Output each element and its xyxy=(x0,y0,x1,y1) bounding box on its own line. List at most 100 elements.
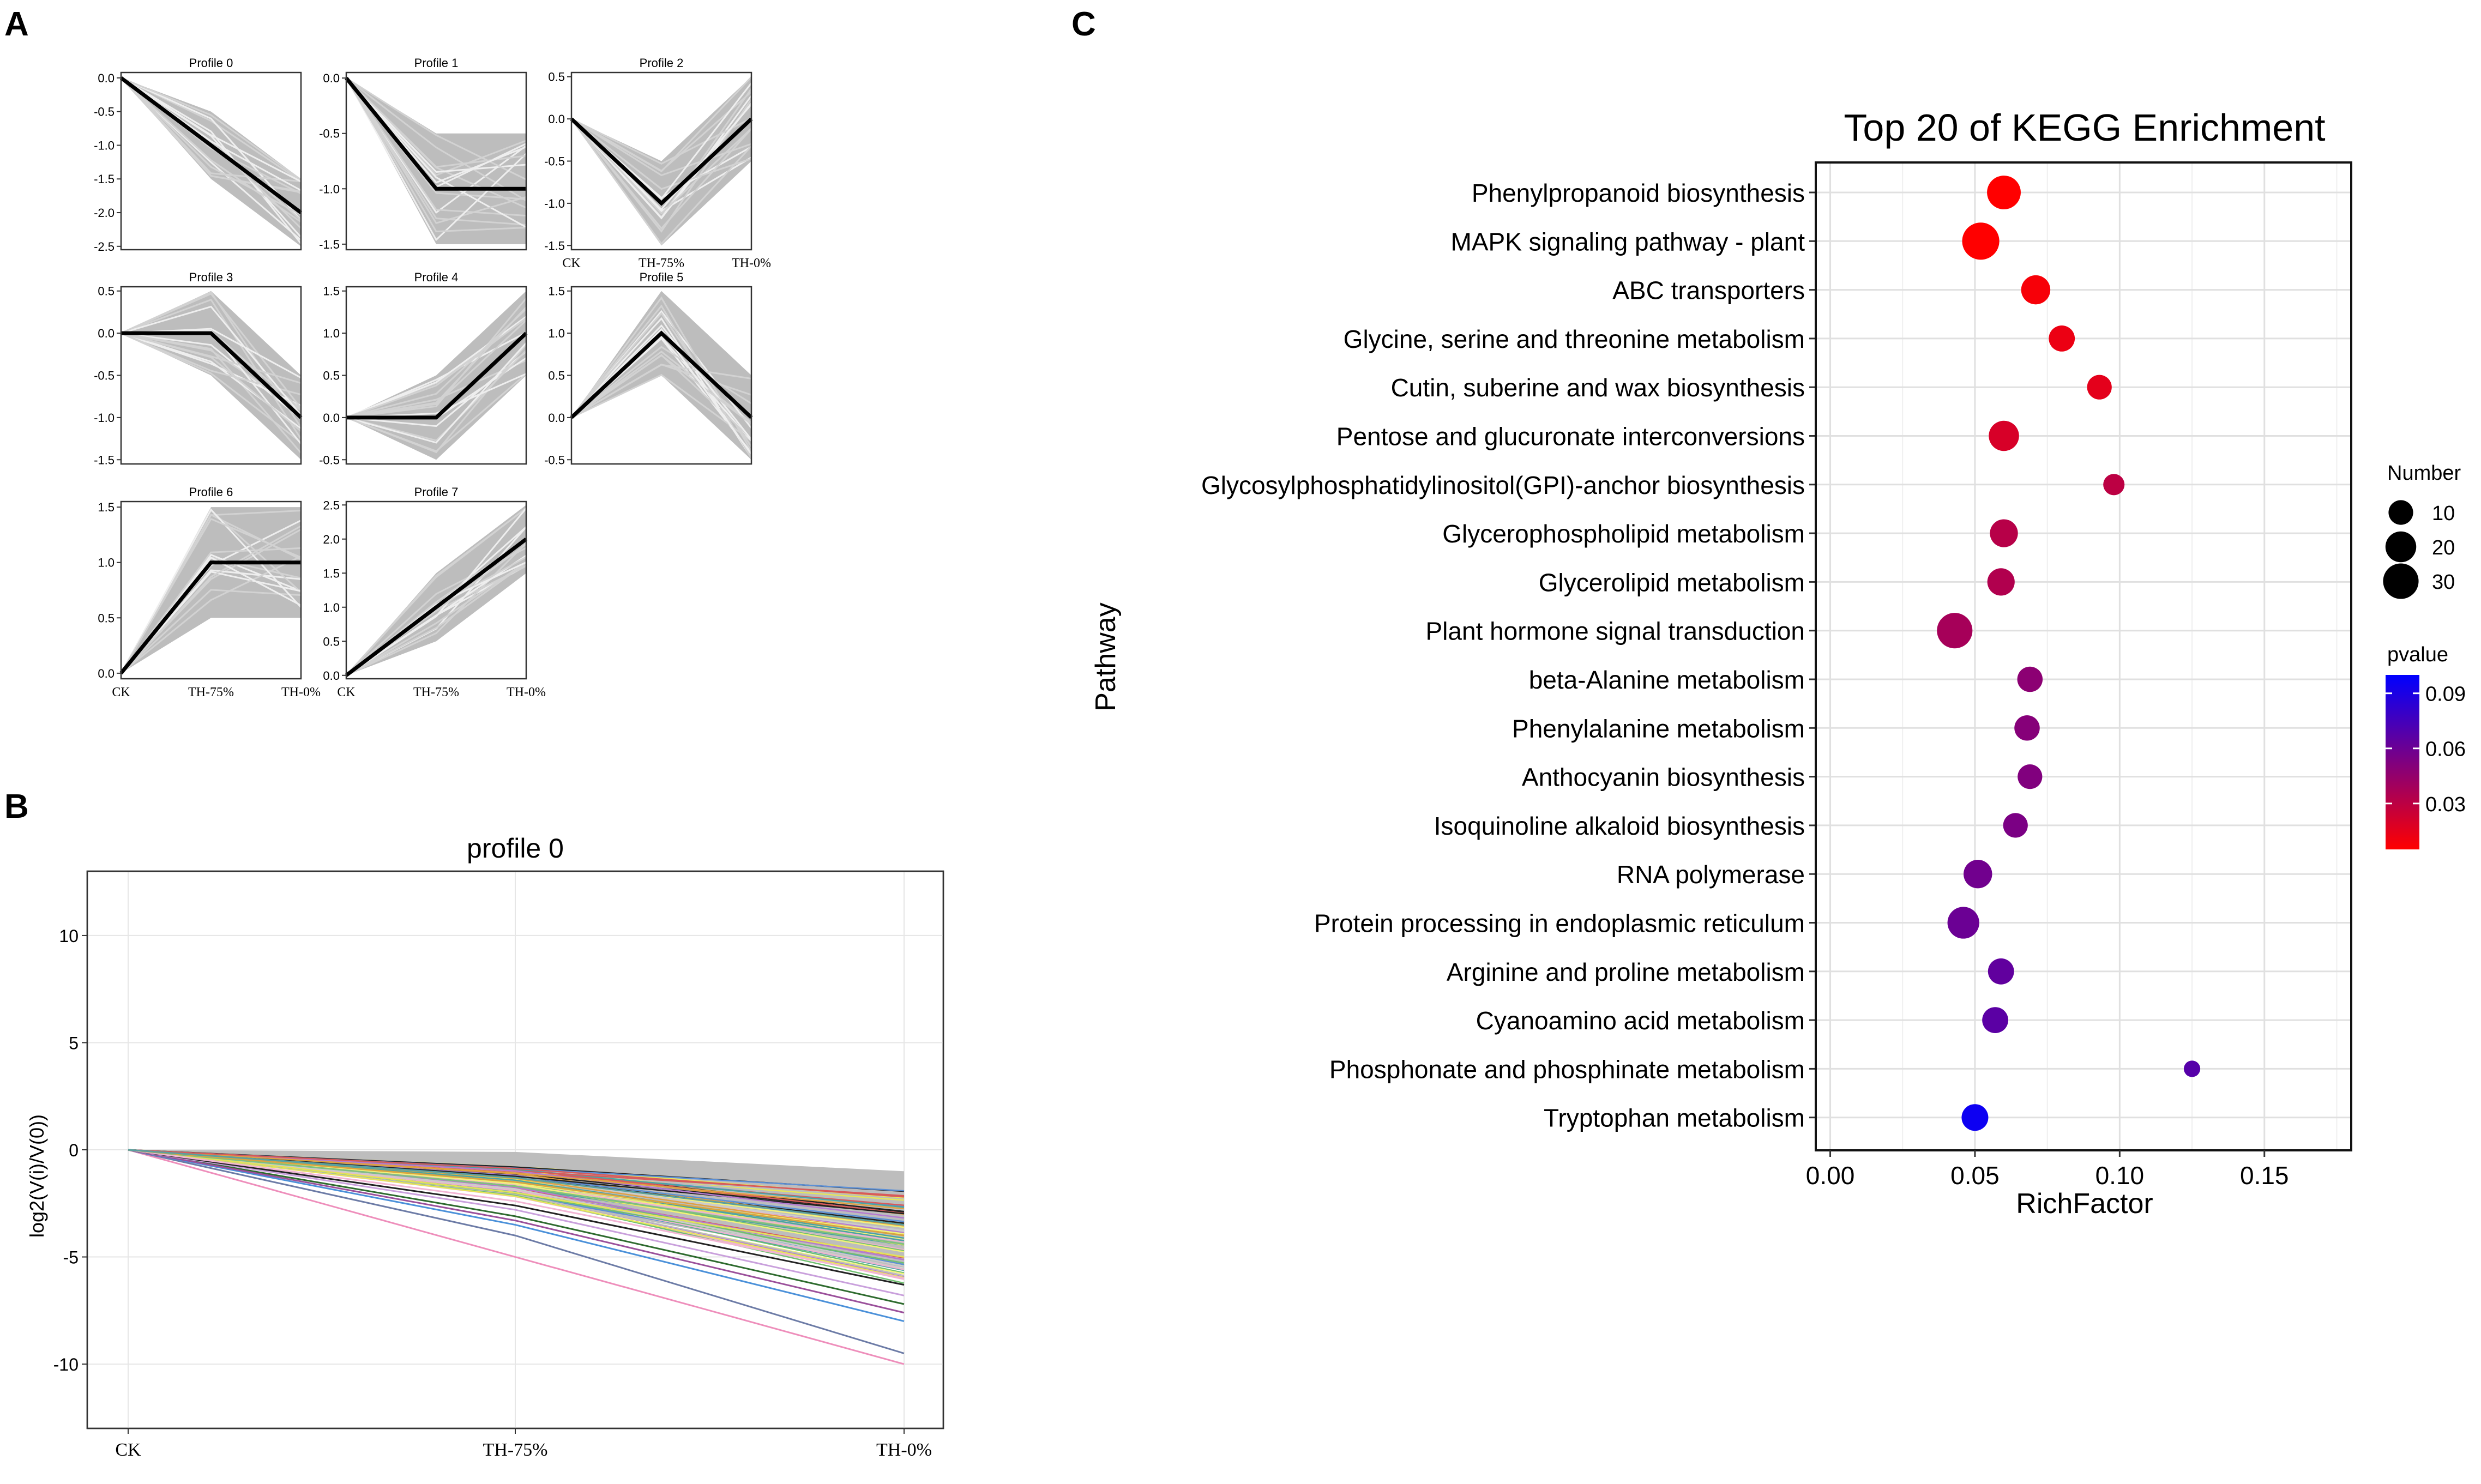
profile-6-title: Profile 6 xyxy=(189,485,233,499)
profile-3-gene-line xyxy=(121,305,302,416)
panel-b-x-tick-label: TH-75% xyxy=(483,1440,548,1460)
profile-6-gene-line xyxy=(121,556,302,674)
pathway-point xyxy=(2087,375,2112,400)
profile-3-gene-line xyxy=(121,332,302,384)
pvalue-legend-title: pvalue xyxy=(2387,643,2448,666)
profile-1-gene-line xyxy=(345,77,527,224)
profile-2-gene-line xyxy=(571,118,752,190)
profile-7-gene-line xyxy=(346,562,527,677)
profile-5-y-tick-label: 1.5 xyxy=(548,285,565,298)
pathway-point xyxy=(2018,764,2043,789)
profile-2-y-tick-label: 0.5 xyxy=(548,70,565,84)
profile-2-median-line xyxy=(570,117,753,206)
profile-1-gene-line xyxy=(345,77,527,228)
profile-1-median-line xyxy=(345,76,526,191)
panel-b-highlight-line xyxy=(128,1149,905,1245)
profile-4-gene-line xyxy=(346,373,527,453)
profile-2-title: Profile 2 xyxy=(640,56,684,70)
panel-b-highlight-line xyxy=(128,1149,905,1286)
profile-5-y-tick-label: 0.5 xyxy=(548,369,565,383)
pathway-label: Glycine, serine and threonine metabolism xyxy=(1344,325,1805,353)
pathway-label: Cutin, suberine and wax biosynthesis xyxy=(1391,373,1805,402)
number-legend-label: 30 xyxy=(2432,571,2455,594)
profile-1-y-tick-label: -1.0 xyxy=(319,182,340,196)
profile-0-y-tick-label: -2.0 xyxy=(94,206,115,220)
panel-b-highlight-line xyxy=(128,1149,905,1314)
panel-b-highlight-line xyxy=(128,1149,905,1258)
profile-3-median-line xyxy=(121,331,303,419)
profile-3-plot: Profile 3 0.5 0.0 -0.5 -1.0 -1.5 xyxy=(94,270,303,467)
profile-7-y-tick-label: 0.0 xyxy=(323,669,340,683)
pvalue-color-bar xyxy=(2386,675,2419,849)
profile-1-gene-line xyxy=(345,77,527,173)
profile-5-gene-line xyxy=(571,364,752,419)
pathway-label: Plant hormone signal transduction xyxy=(1425,617,1805,646)
profile-1-gene-line xyxy=(345,77,527,242)
profile-1-gene-line xyxy=(346,77,527,180)
pathway-label: Tryptophan metabolism xyxy=(1544,1104,1805,1132)
profile-5-y-tick-label: 1.0 xyxy=(548,327,565,340)
profile-2-plot: Profile 2 0.5 0.0 -0.5 -1.0 -1.5 CK TH-75% TH-0% xyxy=(544,56,771,270)
profile-2-x-tick-label: CK xyxy=(562,256,581,270)
panel-c-x-tick-label: 0.10 xyxy=(2095,1161,2145,1190)
panel-c-title: Top 20 of KEGG Enrichment xyxy=(1844,106,2325,149)
profile-6-y-tick-label: 1.0 xyxy=(98,556,115,570)
panel-c-x-axis-label: RichFactor xyxy=(2016,1188,2153,1220)
profile-7-title: Profile 7 xyxy=(414,485,459,499)
panel-b-y-tick-label: -5 xyxy=(63,1248,79,1268)
pathway-label: Glycerolipid metabolism xyxy=(1539,568,1805,596)
profile-0-gene-line xyxy=(121,77,302,244)
profile-0-frame xyxy=(120,71,302,251)
profile-2-y-tick-label: -0.5 xyxy=(544,155,565,168)
panel-b-highlight-line xyxy=(128,1149,905,1296)
profile-2-gene-bundle xyxy=(571,76,751,246)
profile-6-frame xyxy=(120,500,302,680)
pathway-point xyxy=(2017,666,2043,692)
pathway-point xyxy=(1961,1104,1989,1131)
profile-5-y-tick-label: 0.0 xyxy=(548,411,565,425)
profile-0-y-tick-label: -2.5 xyxy=(94,240,115,254)
profile-4-gene-line xyxy=(346,306,527,419)
profile-7-y-tick-label: 1.5 xyxy=(323,566,340,580)
pathway-label: RNA polymerase xyxy=(1617,860,1805,889)
profile-4-y-tick-label: 0.5 xyxy=(323,369,340,383)
pathway-point xyxy=(2103,474,2125,496)
profile-6-plot: Profile 6 1.5 1.0 0.5 0.0 CK TH-75% TH-0% xyxy=(98,485,321,699)
profile-2-gene-line xyxy=(570,118,752,215)
pathway-point xyxy=(2049,325,2075,352)
profile-3-gene-line xyxy=(121,332,302,420)
panel-b-highlight-line xyxy=(128,1149,905,1305)
profile-3-gene-line xyxy=(121,332,302,396)
pathway-point xyxy=(2183,1060,2201,1077)
panel-b-highlight-line xyxy=(128,1149,905,1354)
profile-0-y-tick-label: -1.0 xyxy=(94,138,115,152)
pathway-label: Arginine and proline metabolism xyxy=(1447,958,1805,986)
profile-5-y-tick-label: -0.5 xyxy=(544,453,565,467)
profile-2-x-tick-label: TH-75% xyxy=(639,256,684,270)
profile-0-y-tick-label: -1.5 xyxy=(94,172,115,186)
profile-3-gene-line xyxy=(121,298,302,439)
profile-4-y-tick-label: 0.0 xyxy=(323,411,340,425)
profile-4-title: Profile 4 xyxy=(414,270,459,284)
profile-2-gene-line xyxy=(571,117,752,165)
pathway-label: ABC transporters xyxy=(1612,276,1805,305)
profile-6-gene-line xyxy=(120,517,302,674)
profile-7-gene-line xyxy=(345,507,527,676)
panel-label-c: C xyxy=(1071,5,1096,43)
panel-b-x-tick-label: CK xyxy=(115,1440,141,1460)
profile-6-x-tick-label: TH-0% xyxy=(281,685,321,699)
pathway-point xyxy=(1937,613,1973,649)
profile-3-y-tick-label: -0.5 xyxy=(94,369,115,383)
profile-6-gene-line xyxy=(120,547,302,674)
profile-6-y-tick-label: 1.5 xyxy=(98,500,115,514)
profile-1-y-tick-label: -0.5 xyxy=(319,127,340,141)
profile-0-median-line xyxy=(119,76,303,214)
profile-5-gene-line xyxy=(571,346,752,419)
pathway-label: Isoquinoline alkaloid biosynthesis xyxy=(1434,812,1805,840)
panel-b-highlight-line xyxy=(128,1149,905,1280)
panel-b-series-line xyxy=(128,1149,905,1219)
profile-4-gene-line xyxy=(346,359,527,419)
profile-2-gene-line xyxy=(570,95,752,220)
profile-2-gene-line xyxy=(570,118,752,230)
